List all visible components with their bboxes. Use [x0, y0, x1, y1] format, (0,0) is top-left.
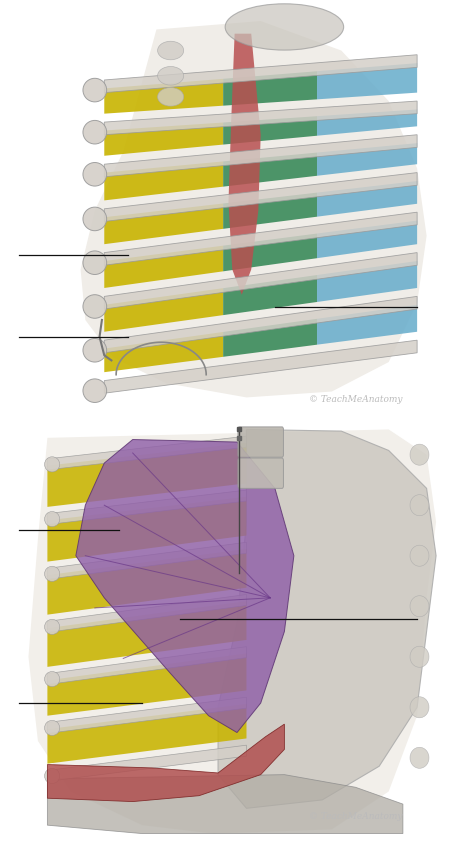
Ellipse shape: [410, 697, 429, 717]
Polygon shape: [47, 490, 246, 525]
Ellipse shape: [45, 457, 60, 472]
Ellipse shape: [157, 67, 183, 85]
Polygon shape: [223, 319, 317, 357]
Polygon shape: [47, 549, 246, 615]
Ellipse shape: [410, 495, 429, 515]
Ellipse shape: [410, 647, 429, 667]
Polygon shape: [104, 173, 417, 221]
Polygon shape: [47, 594, 246, 632]
Ellipse shape: [410, 748, 429, 768]
Polygon shape: [317, 305, 417, 344]
Polygon shape: [317, 63, 417, 99]
Polygon shape: [104, 162, 223, 200]
Ellipse shape: [225, 4, 344, 51]
Polygon shape: [223, 193, 317, 229]
Text: © TeachMeAnatomy: © TeachMeAnatomy: [310, 395, 403, 404]
Polygon shape: [104, 332, 223, 372]
Polygon shape: [104, 204, 223, 244]
Polygon shape: [317, 143, 417, 176]
Polygon shape: [47, 497, 246, 562]
Ellipse shape: [45, 512, 60, 527]
Polygon shape: [47, 542, 246, 579]
Polygon shape: [104, 101, 417, 135]
Polygon shape: [317, 109, 417, 136]
Polygon shape: [104, 55, 417, 93]
Polygon shape: [104, 288, 223, 332]
Polygon shape: [317, 181, 417, 216]
Ellipse shape: [83, 251, 107, 274]
Polygon shape: [104, 123, 223, 156]
FancyBboxPatch shape: [238, 458, 283, 488]
Ellipse shape: [45, 721, 60, 736]
Polygon shape: [81, 21, 427, 397]
Polygon shape: [223, 116, 317, 145]
Polygon shape: [76, 440, 294, 733]
Polygon shape: [47, 775, 403, 834]
Ellipse shape: [45, 672, 60, 687]
Polygon shape: [218, 429, 436, 808]
Ellipse shape: [83, 295, 107, 318]
Ellipse shape: [83, 78, 107, 102]
Polygon shape: [47, 724, 284, 802]
FancyBboxPatch shape: [238, 427, 283, 457]
Polygon shape: [104, 340, 417, 393]
Polygon shape: [223, 233, 317, 271]
Polygon shape: [47, 443, 246, 507]
Polygon shape: [104, 212, 417, 265]
Polygon shape: [104, 246, 223, 288]
Polygon shape: [104, 253, 417, 309]
Polygon shape: [104, 79, 223, 114]
Ellipse shape: [410, 445, 429, 465]
Polygon shape: [47, 697, 246, 733]
Polygon shape: [104, 296, 417, 353]
Ellipse shape: [410, 546, 429, 566]
Text: © TeachMeAnatomy: © TeachMeAnatomy: [310, 812, 403, 821]
Ellipse shape: [45, 768, 60, 783]
Polygon shape: [28, 429, 436, 834]
Ellipse shape: [157, 88, 183, 106]
Ellipse shape: [83, 379, 107, 402]
Polygon shape: [47, 745, 246, 781]
Ellipse shape: [45, 620, 60, 635]
Polygon shape: [47, 704, 246, 764]
Polygon shape: [317, 221, 417, 258]
Polygon shape: [47, 436, 246, 470]
Polygon shape: [317, 261, 417, 302]
Ellipse shape: [45, 567, 60, 581]
Polygon shape: [223, 152, 317, 187]
Polygon shape: [104, 135, 417, 177]
Ellipse shape: [83, 338, 107, 362]
Ellipse shape: [83, 120, 107, 144]
Polygon shape: [47, 653, 246, 716]
Ellipse shape: [410, 596, 429, 616]
Polygon shape: [47, 601, 246, 667]
Polygon shape: [223, 72, 317, 106]
Polygon shape: [47, 647, 246, 685]
Polygon shape: [223, 275, 317, 315]
Polygon shape: [228, 34, 261, 295]
Ellipse shape: [83, 163, 107, 186]
Ellipse shape: [83, 207, 107, 231]
Ellipse shape: [157, 41, 183, 60]
